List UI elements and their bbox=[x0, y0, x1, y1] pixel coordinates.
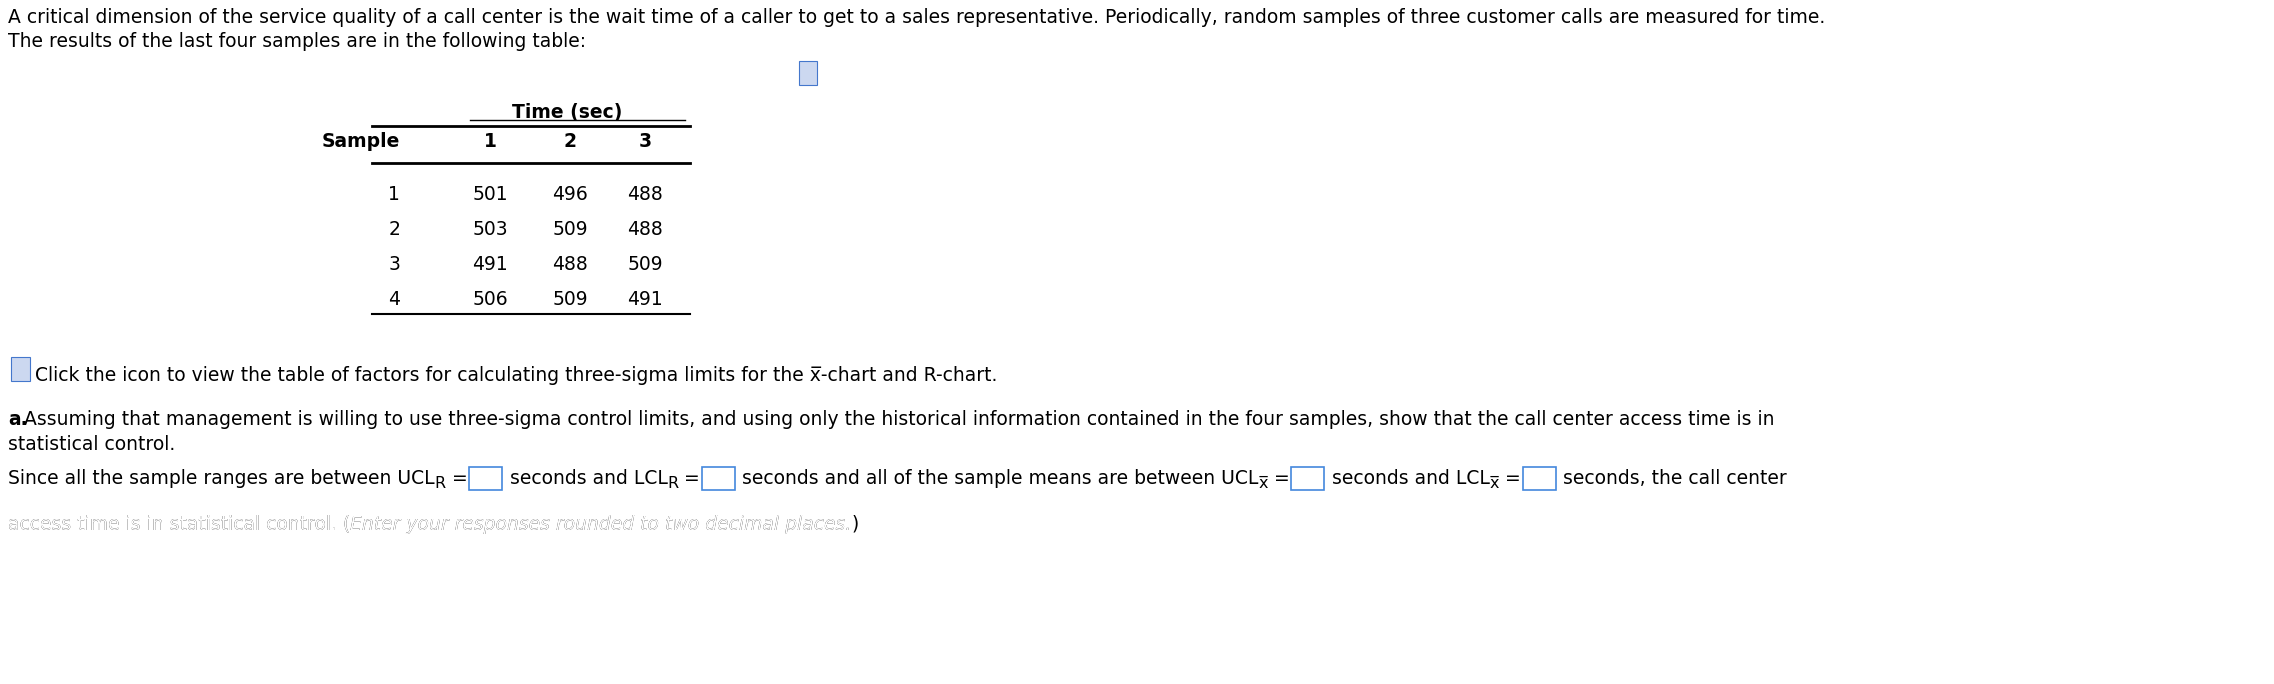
Text: seconds and all of the sample means are between UCL: seconds and all of the sample means are … bbox=[737, 469, 1258, 488]
Text: R: R bbox=[666, 477, 678, 492]
Text: 506: 506 bbox=[473, 290, 507, 309]
Text: Enter your responses rounded to two decimal places.: Enter your responses rounded to two deci… bbox=[350, 515, 850, 534]
FancyBboxPatch shape bbox=[468, 466, 503, 490]
Text: a.: a. bbox=[9, 410, 27, 429]
Text: 3: 3 bbox=[639, 132, 653, 151]
Text: 491: 491 bbox=[473, 255, 507, 274]
Text: 2: 2 bbox=[389, 220, 400, 239]
Text: Click the icon to view the table of factors for calculating three-sigma limits f: Click the icon to view the table of fact… bbox=[34, 366, 998, 385]
Text: 509: 509 bbox=[553, 290, 587, 309]
Text: Enter your responses rounded to two decimal places.: Enter your responses rounded to two deci… bbox=[350, 515, 850, 534]
Text: seconds and LCL: seconds and LCL bbox=[503, 469, 666, 488]
Text: 488: 488 bbox=[553, 255, 589, 274]
Text: seconds, the call center: seconds, the call center bbox=[1558, 469, 1787, 488]
Text: access time is in statistical control. (: access time is in statistical control. ( bbox=[9, 515, 350, 534]
Text: 501: 501 bbox=[473, 185, 507, 204]
Text: 488: 488 bbox=[628, 185, 664, 204]
Text: 491: 491 bbox=[628, 290, 664, 309]
Text: Since all the sample ranges are between UCL: Since all the sample ranges are between … bbox=[9, 469, 434, 488]
Text: =: = bbox=[1269, 469, 1289, 488]
Text: x̅: x̅ bbox=[1489, 477, 1499, 492]
Text: 1: 1 bbox=[484, 132, 496, 151]
Text: Assuming that management is willing to use three-sigma control limits, and using: Assuming that management is willing to u… bbox=[25, 410, 1774, 429]
Text: x̅: x̅ bbox=[1258, 477, 1269, 492]
FancyBboxPatch shape bbox=[1524, 466, 1555, 490]
Text: R: R bbox=[434, 477, 446, 492]
Text: =: = bbox=[1499, 469, 1521, 488]
Text: 2: 2 bbox=[564, 132, 578, 151]
Text: 496: 496 bbox=[553, 185, 589, 204]
Text: 3: 3 bbox=[389, 255, 400, 274]
Text: 4: 4 bbox=[389, 290, 400, 309]
Text: The results of the last four samples are in the following table:: The results of the last four samples are… bbox=[9, 32, 587, 51]
Text: 1: 1 bbox=[389, 185, 400, 204]
FancyBboxPatch shape bbox=[1292, 466, 1323, 490]
Text: 503: 503 bbox=[473, 220, 507, 239]
Text: access time is in statistical control. (: access time is in statistical control. ( bbox=[9, 515, 350, 534]
Text: statistical control.: statistical control. bbox=[9, 435, 175, 454]
FancyBboxPatch shape bbox=[703, 466, 735, 490]
FancyBboxPatch shape bbox=[798, 61, 816, 85]
Text: 488: 488 bbox=[628, 220, 664, 239]
Text: 509: 509 bbox=[628, 255, 662, 274]
Text: Sample: Sample bbox=[321, 132, 400, 151]
Text: =: = bbox=[678, 469, 700, 488]
Text: Time (sec): Time (sec) bbox=[512, 103, 623, 122]
FancyBboxPatch shape bbox=[11, 357, 30, 381]
Text: 509: 509 bbox=[553, 220, 587, 239]
Text: ): ) bbox=[850, 515, 860, 534]
Text: seconds and LCL: seconds and LCL bbox=[1326, 469, 1489, 488]
Text: =: = bbox=[446, 469, 468, 488]
Text: A critical dimension of the service quality of a call center is the wait time of: A critical dimension of the service qual… bbox=[9, 8, 1826, 27]
